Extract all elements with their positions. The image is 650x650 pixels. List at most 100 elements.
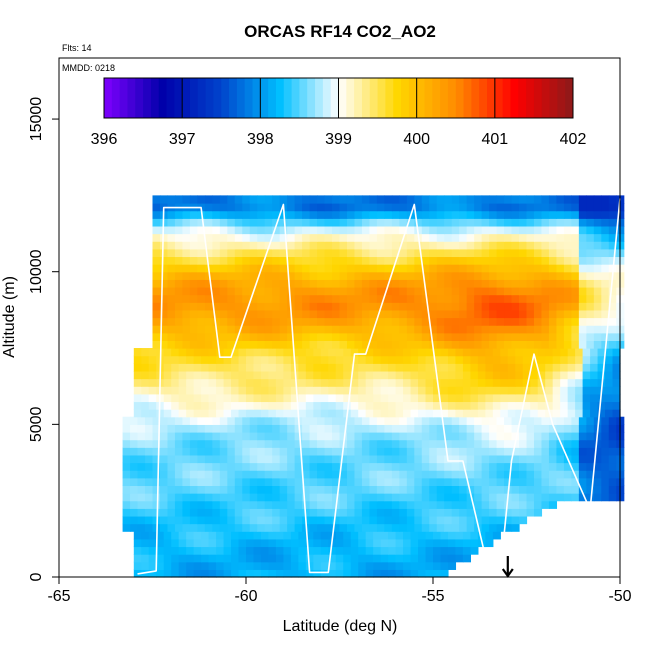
heatmap-cell (137, 477, 146, 487)
heatmap-cell (167, 294, 176, 303)
heatmap-cell (552, 378, 561, 387)
heatmap-cell (242, 241, 251, 250)
heatmap-cell (302, 493, 311, 502)
heatmap-cell (519, 241, 528, 250)
heatmap-cell (268, 569, 277, 578)
heatmap-cell (608, 454, 617, 464)
heatmap-cell (481, 523, 490, 532)
heatmap-cell (380, 378, 389, 387)
heatmap-cell (556, 294, 565, 303)
heatmap-cell (137, 424, 146, 433)
heatmap-cell (548, 256, 558, 265)
heatmap-cell (477, 348, 486, 357)
heatmap-cell (455, 355, 464, 364)
heatmap-cell (399, 500, 408, 509)
heatmap-cell (141, 355, 150, 364)
heatmap-cell (309, 500, 318, 509)
heatmap-cell (489, 439, 498, 448)
heatmap-cell (571, 309, 580, 319)
heatmap-cell (264, 485, 273, 494)
heatmap-cell (481, 286, 490, 296)
heatmap-cell (511, 195, 520, 204)
heatmap-cell (436, 210, 445, 219)
heatmap-cell (354, 195, 363, 204)
heatmap-cell (526, 309, 535, 319)
heatmap-cell (361, 233, 371, 242)
heatmap-cell (563, 241, 572, 250)
heatmap-cell (563, 225, 572, 235)
heatmap-cell (298, 355, 307, 364)
heatmap-cell (462, 401, 471, 410)
heatmap-cell (302, 256, 311, 265)
heatmap-cell (421, 271, 430, 280)
heatmap-cell (332, 523, 341, 532)
heatmap-cell (436, 225, 445, 235)
heatmap-cell (425, 378, 434, 387)
heatmap-cell (231, 538, 240, 548)
heatmap-cell (548, 241, 558, 250)
heatmap-cell (440, 409, 449, 418)
heatmap-cell (260, 538, 270, 548)
heatmap-cell (346, 225, 356, 235)
heatmap-cell (238, 561, 247, 570)
heatmap-cell (343, 378, 352, 387)
heatmap-cell (612, 348, 621, 357)
heatmap-cell (474, 462, 483, 471)
heatmap-cell (343, 348, 352, 357)
heatmap-cell (500, 409, 509, 418)
heatmap-cell (234, 508, 243, 517)
heatmap-cell (174, 241, 184, 250)
heatmap-cell (171, 386, 180, 395)
heatmap-cell (216, 393, 225, 403)
heatmap-cell (481, 302, 490, 311)
heatmap-cell (163, 348, 172, 357)
heatmap-cell (399, 195, 408, 204)
heatmap-cell (275, 409, 284, 418)
heatmap-cell (485, 378, 494, 387)
heatmap-cell (373, 409, 382, 418)
heatmap-cell (369, 256, 378, 265)
heatmap-cell (567, 409, 576, 418)
heatmap-cell (459, 439, 468, 448)
heatmap-cell (287, 256, 296, 265)
heatmap-cell (429, 279, 438, 288)
heatmap-cell (361, 462, 371, 471)
heatmap-cell (563, 233, 572, 242)
heatmap-cell (264, 439, 273, 448)
heatmap-cell (466, 309, 475, 319)
heatmap-cell (335, 348, 344, 357)
heatmap-cell (159, 523, 169, 532)
heatmap-cell (317, 233, 326, 242)
heatmap-cell (350, 370, 359, 380)
heatmap-cell (526, 332, 535, 341)
heatmap-cell (459, 424, 468, 433)
heatmap-cell (612, 409, 621, 418)
heatmap-cell (519, 195, 528, 204)
heatmap-cell (533, 203, 543, 212)
heatmap-cell (332, 203, 341, 212)
heatmap-cell (530, 401, 539, 410)
heatmap-cell (324, 325, 333, 334)
heatmap-cell (421, 256, 430, 265)
heatmap-cell (197, 416, 206, 425)
heatmap-cell (418, 363, 427, 372)
heatmap-cell (223, 348, 232, 357)
heatmap-cell (130, 447, 139, 456)
heatmap-cell (410, 546, 419, 555)
heatmap-cell (275, 546, 284, 555)
heatmap-cell (234, 302, 243, 311)
heatmap-cell (287, 477, 296, 487)
heatmap-cell (578, 233, 587, 242)
heatmap-cell (388, 554, 397, 563)
heatmap-cell (593, 241, 602, 250)
heatmap-cell (403, 355, 412, 364)
heatmap-cell (339, 195, 348, 204)
heatmap-cell (451, 210, 460, 219)
heatmap-cell (346, 500, 356, 509)
heatmap-cell (489, 454, 498, 464)
heatmap-cell (212, 485, 221, 494)
heatmap-cell (249, 271, 258, 280)
heatmap-cell (257, 508, 266, 517)
heatmap-cell (436, 340, 445, 349)
heatmap-cell (242, 485, 251, 494)
